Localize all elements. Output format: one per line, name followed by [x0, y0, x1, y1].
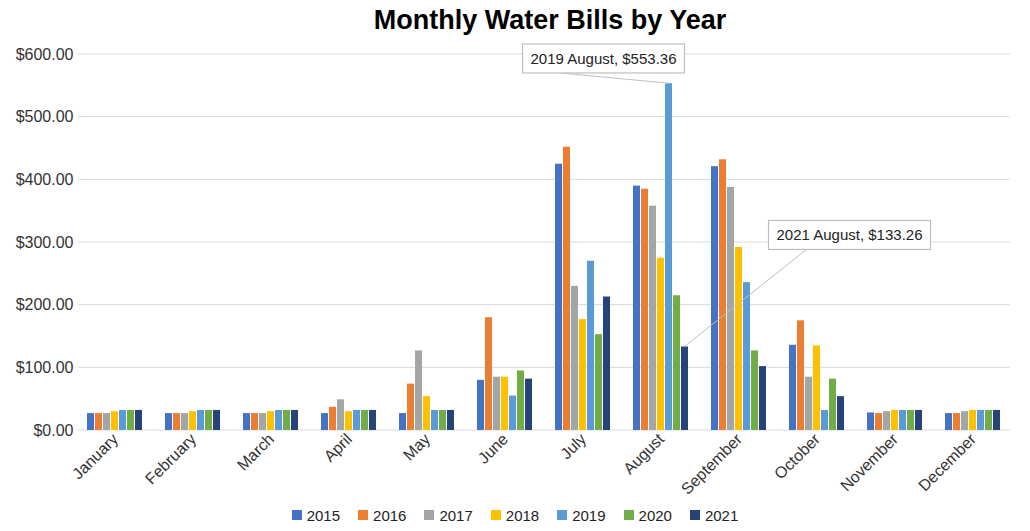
svg-text:August: August	[620, 430, 668, 478]
html-text:Monthly Water Bills by Year: Monthly Water Bills by Year	[373, 5, 727, 35]
svg-text:May: May	[400, 430, 433, 463]
svg-text:December: December	[915, 430, 980, 495]
svg-text:July: July	[557, 430, 589, 462]
svg-text:$400.00: $400.00	[16, 171, 74, 188]
svg-text:September: September	[678, 430, 746, 498]
svg-text:$200.00: $200.00	[16, 296, 74, 313]
svg-text:2019 August, $553.36: 2019 August, $553.36	[531, 50, 677, 67]
html-text:2016: 2016	[373, 506, 407, 524]
svg-text:June: June	[475, 430, 512, 467]
svg-text:October: October	[771, 430, 824, 483]
svg-text:January: January	[69, 430, 121, 482]
svg-text:$0.00: $0.00	[33, 422, 73, 439]
html-text:2015: 2015	[306, 506, 341, 524]
svg-text:$300.00: $300.00	[16, 234, 74, 251]
svg-text:April: April	[321, 430, 356, 465]
svg-text:February: February	[142, 430, 199, 487]
html-text:2018: 2018	[505, 506, 540, 524]
svg-text:November: November	[837, 430, 902, 495]
html-text:2017: 2017	[439, 506, 473, 524]
html-text:2020: 2020	[638, 506, 672, 524]
svg-text:2021 August, $133.26: 2021 August, $133.26	[777, 226, 923, 243]
svg-text:$100.00: $100.00	[16, 359, 74, 376]
svg-text:$500.00: $500.00	[16, 108, 74, 125]
html-text:2021: 2021	[704, 506, 739, 524]
svg-text:$600.00: $600.00	[16, 46, 74, 63]
html-text:2019: 2019	[572, 506, 606, 524]
svg-text:March: March	[234, 430, 277, 473]
